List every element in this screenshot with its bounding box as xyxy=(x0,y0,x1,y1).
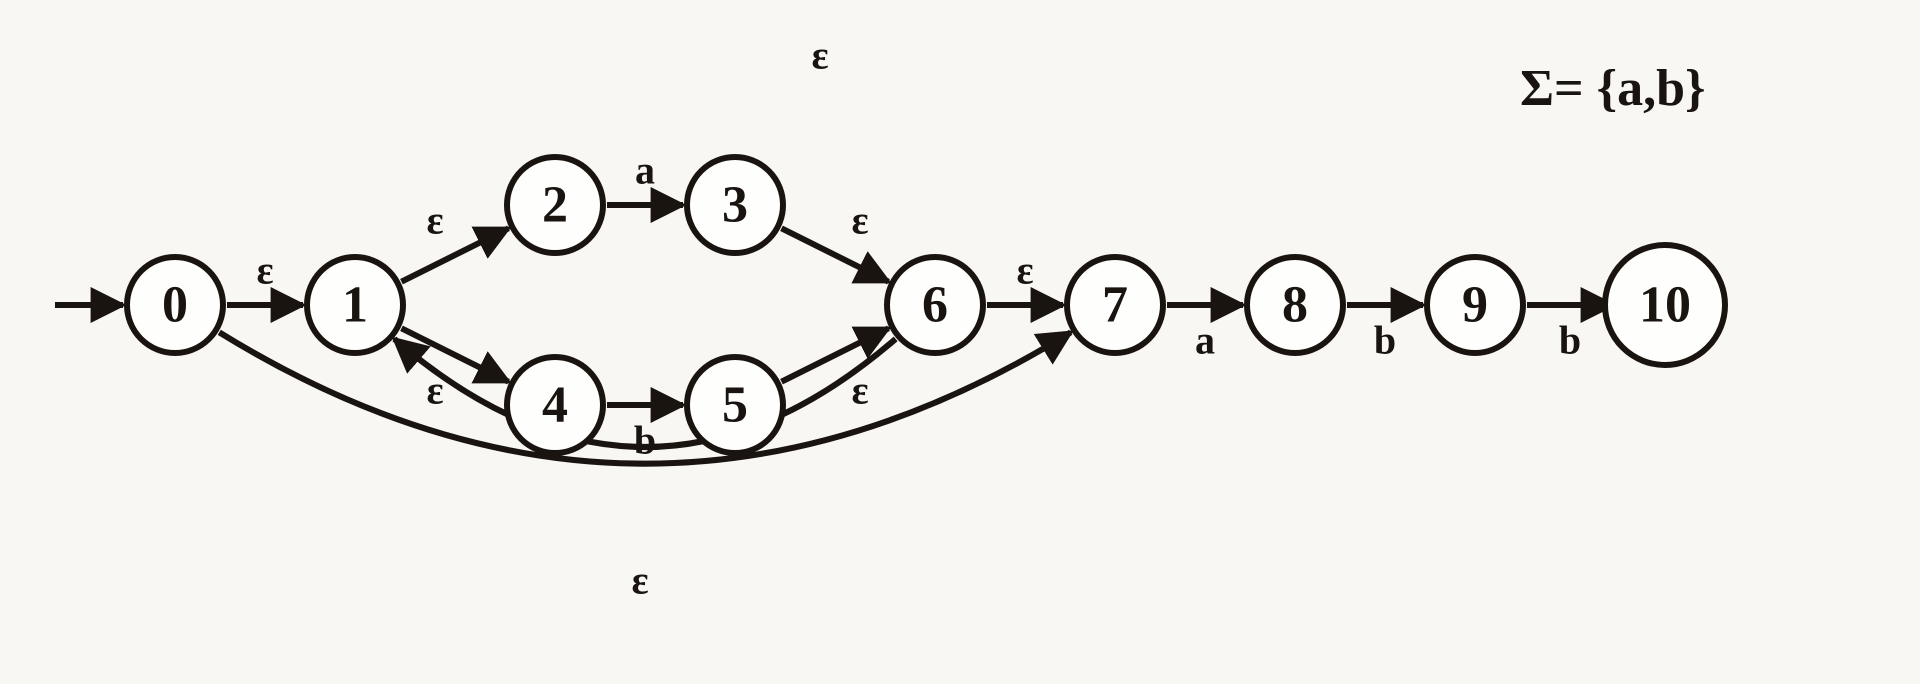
edge-2-3: a xyxy=(607,148,683,206)
state-label-10: 10 xyxy=(1639,277,1691,334)
edge-label-4-5: b xyxy=(634,418,656,463)
state-label-8: 8 xyxy=(1282,277,1308,334)
alphabet-label: Σ= {a,b} xyxy=(1520,60,1706,117)
edge-3-6: ε xyxy=(782,198,889,282)
state-label-4: 4 xyxy=(542,377,568,434)
state-10: 10 xyxy=(1605,245,1725,365)
edge-label-0-7: ε xyxy=(631,558,648,603)
edge-label-6-1: ε xyxy=(811,33,828,78)
state-6: 6 xyxy=(887,257,983,353)
nfa-diagram: ε ε ε a b ε ε ε a b b ε ε 0 1 2 3 4 5 6 7 8 9 10 Σ= {a,b} xyxy=(0,0,1920,684)
edge-6-1: ε xyxy=(394,33,895,447)
edge-8-9: b xyxy=(1347,305,1423,363)
edge-label-0-1: ε xyxy=(256,248,273,293)
state-label-9: 9 xyxy=(1462,277,1488,334)
edge-6-7: ε xyxy=(987,248,1063,306)
state-label-5: 5 xyxy=(722,377,748,434)
state-label-7: 7 xyxy=(1102,277,1128,334)
state-9: 9 xyxy=(1427,257,1523,353)
edge-label-1-2: ε xyxy=(426,198,443,243)
edge-label-3-6: ε xyxy=(851,198,868,243)
edge-4-5: b xyxy=(607,405,683,463)
state-label-0: 0 xyxy=(162,277,188,334)
edge-7-8: a xyxy=(1167,305,1243,363)
state-5: 5 xyxy=(687,357,783,453)
state-3: 3 xyxy=(687,157,783,253)
edge-9-10: b xyxy=(1527,305,1613,363)
state-8: 8 xyxy=(1247,257,1343,353)
edge-5-6: ε xyxy=(782,328,889,412)
state-2: 2 xyxy=(507,157,603,253)
edge-label-9-10: b xyxy=(1559,318,1581,363)
state-label-1: 1 xyxy=(342,277,368,334)
edge-1-2: ε xyxy=(402,198,509,282)
edge-0-1: ε xyxy=(227,248,303,306)
state-1: 1 xyxy=(307,257,403,353)
state-label-2: 2 xyxy=(542,177,568,234)
state-label-6: 6 xyxy=(922,277,948,334)
edge-label-7-8: a xyxy=(1195,318,1215,363)
edge-1-4: ε xyxy=(402,328,509,412)
edge-label-2-3: a xyxy=(635,148,655,193)
edge-0-7: ε xyxy=(219,332,1070,602)
state-0: 0 xyxy=(127,257,223,353)
edge-label-8-9: b xyxy=(1374,318,1396,363)
edges: ε ε ε a b ε ε ε a b b ε ε xyxy=(55,33,1613,603)
state-4: 4 xyxy=(507,357,603,453)
state-label-3: 3 xyxy=(722,177,748,234)
state-7: 7 xyxy=(1067,257,1163,353)
edge-label-6-7: ε xyxy=(1016,248,1033,293)
